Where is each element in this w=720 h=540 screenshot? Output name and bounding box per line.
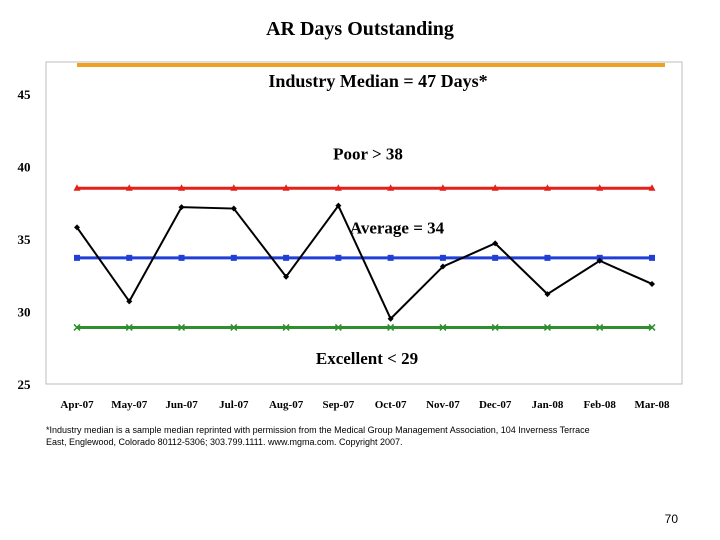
data-point	[335, 202, 342, 209]
data-point	[73, 323, 81, 331]
data-point	[282, 323, 290, 331]
data-point	[178, 254, 185, 261]
annotation-label: Average = 34	[350, 218, 445, 237]
y-tick-label: 35	[18, 232, 32, 247]
data-point	[543, 323, 551, 331]
annotations: Industry Median = 47 Days* Poor > 38 Avera…	[268, 71, 487, 368]
annotation-label: Poor > 38	[333, 144, 403, 163]
x-tick-label: Jan-08	[532, 399, 564, 411]
data-point	[439, 254, 446, 261]
data-point	[178, 184, 186, 191]
page-number: 70	[664, 512, 678, 526]
data-point	[387, 315, 394, 322]
data-point	[439, 323, 447, 331]
data-point	[230, 254, 237, 261]
data-point	[282, 184, 290, 191]
data-point	[596, 184, 604, 191]
data-point	[544, 254, 551, 261]
x-tick-label: Feb-08	[584, 399, 617, 411]
x-tick-label: Nov-07	[426, 399, 460, 411]
data-point	[387, 184, 395, 191]
x-tick-label: Jun-07	[165, 399, 198, 411]
data-point	[283, 254, 290, 261]
data-point	[74, 254, 80, 261]
data-point	[544, 291, 551, 298]
data-point	[230, 323, 238, 331]
data-point	[74, 224, 80, 231]
data-point	[387, 323, 395, 331]
data-point	[387, 254, 394, 261]
x-axis: Apr-07 May-07 Jun-07 Jul-07 Aug-07 Sep-07 Oct-…	[60, 399, 670, 411]
data-point	[492, 254, 499, 261]
y-tick-label: 45	[18, 87, 32, 102]
x-tick-label: Mar-08	[634, 399, 670, 411]
x-tick-label: Oct-07	[375, 399, 407, 411]
y-tick-label: 30	[18, 305, 31, 320]
annotation-label: Excellent < 29	[316, 349, 418, 368]
data-point	[335, 254, 342, 261]
plot-area-border	[45, 61, 683, 385]
series-1	[73, 184, 656, 191]
y-axis: 25 30 35 40 45	[18, 87, 32, 392]
data-point	[126, 254, 133, 261]
data-point	[125, 184, 133, 191]
data-point	[543, 184, 551, 191]
data-point	[492, 240, 499, 247]
x-tick-label: Apr-07	[60, 399, 94, 411]
footnote-line-1: *Industry median is a sample median repr…	[46, 425, 590, 435]
annotation-label: Industry Median = 47 Days*	[268, 71, 487, 91]
x-tick-label: Dec-07	[479, 399, 512, 411]
line-chart: 25 30 35 40 45 Apr-07 May-07 Jun-07 Jul-07 Aug-0…	[18, 61, 683, 411]
data-point	[178, 204, 185, 211]
series-3	[73, 323, 656, 331]
data-point	[334, 323, 342, 331]
footnote-line-2: East, Englewood, Colorado 80112-5306; 30…	[46, 437, 403, 447]
x-tick-label: Aug-07	[269, 399, 304, 411]
data-point	[649, 280, 655, 287]
x-tick-label: May-07	[111, 399, 148, 411]
series-0	[74, 202, 655, 322]
data-point	[439, 184, 447, 191]
data-point	[73, 184, 81, 191]
data-point	[230, 184, 238, 191]
series-layer	[73, 184, 656, 331]
data-point	[439, 263, 446, 270]
data-point	[491, 323, 499, 331]
data-point	[648, 184, 656, 191]
x-tick-label: Jul-07	[219, 399, 249, 411]
data-point	[649, 254, 655, 261]
data-point	[334, 184, 342, 191]
footnote: *Industry median is a sample median repr…	[46, 424, 686, 448]
chart-title: AR Days Outstanding	[266, 18, 454, 40]
data-point	[125, 323, 133, 331]
data-point	[596, 257, 603, 264]
x-tick-label: Sep-07	[322, 399, 354, 411]
data-point	[283, 273, 290, 280]
y-tick-label: 40	[18, 160, 31, 175]
data-point	[178, 323, 186, 331]
series-line	[76, 203, 653, 321]
data-point	[491, 184, 499, 191]
data-point	[596, 323, 604, 331]
data-point	[126, 298, 133, 305]
data-point	[230, 205, 237, 212]
data-point	[648, 323, 656, 331]
y-tick-label: 25	[18, 377, 32, 392]
